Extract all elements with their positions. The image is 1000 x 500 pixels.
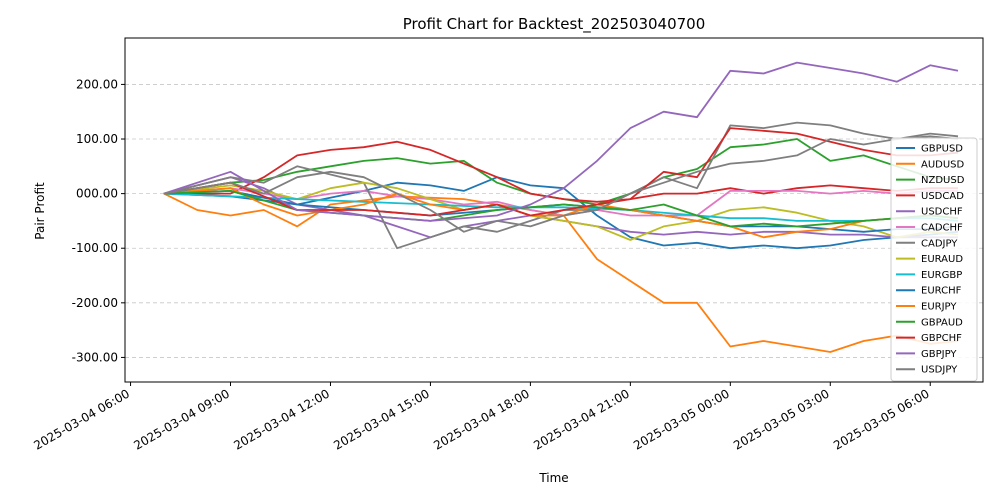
- legend-label: GBPUSD: [921, 144, 963, 155]
- legend: GBPUSD AUDUSD NZDUSD USDCAD USDCHF CADCHF CADJ…: [890, 137, 978, 382]
- series-line-usdcad: [163, 140, 958, 203]
- series-lines: [163, 61, 959, 353]
- series-line-usdjpy: [163, 135, 959, 233]
- series-line-gbpjpy: [163, 61, 959, 222]
- legend-label: AUDUSD: [921, 159, 965, 170]
- legend-box: [890, 137, 978, 382]
- series-line-audusd: [163, 192, 959, 353]
- legend-label: EURGBP: [921, 270, 962, 281]
- series-line-gbpusd: [163, 176, 959, 250]
- series-line-gbpchf: [163, 127, 959, 217]
- legend-label: GBPJPY: [921, 349, 957, 360]
- x-axis-label: Time: [538, 471, 568, 485]
- legend-label: CADCHF: [921, 223, 963, 234]
- legend-label: CADJPY: [921, 238, 958, 249]
- legend-label: USDCAD: [921, 191, 964, 202]
- series-line-nzdusd: [163, 138, 959, 206]
- y-tick-label: 100.00: [76, 132, 118, 146]
- y-axis: 200.00 100.00 000.00 -100.00 -200.00 -300.00: [72, 77, 125, 364]
- y-axis-label: Pair Profit: [33, 182, 47, 240]
- y-tick-label: -300.00: [72, 350, 118, 364]
- y-tick-label: 000.00: [76, 187, 118, 201]
- legend-label: USDCHF: [921, 207, 963, 218]
- y-tick-label: -100.00: [72, 241, 118, 255]
- legend-label: USDJPY: [921, 365, 958, 376]
- chart-title: Profit Chart for Backtest_202503040700: [403, 15, 706, 34]
- series-line-euraud: [163, 181, 959, 241]
- y-tick-label: -200.00: [72, 296, 118, 310]
- legend-label: EURAUD: [921, 254, 963, 265]
- legend-label: GBPCHF: [921, 333, 962, 344]
- plot-frame: [124, 37, 984, 383]
- legend-label: NZDUSD: [921, 175, 965, 186]
- legend-label: EURJPY: [921, 302, 957, 313]
- series-line-eurjpy: [163, 187, 959, 239]
- legend-label: GBPAUD: [921, 317, 963, 328]
- legend-label: EURCHF: [921, 286, 962, 297]
- y-tick-label: 200.00: [76, 77, 118, 91]
